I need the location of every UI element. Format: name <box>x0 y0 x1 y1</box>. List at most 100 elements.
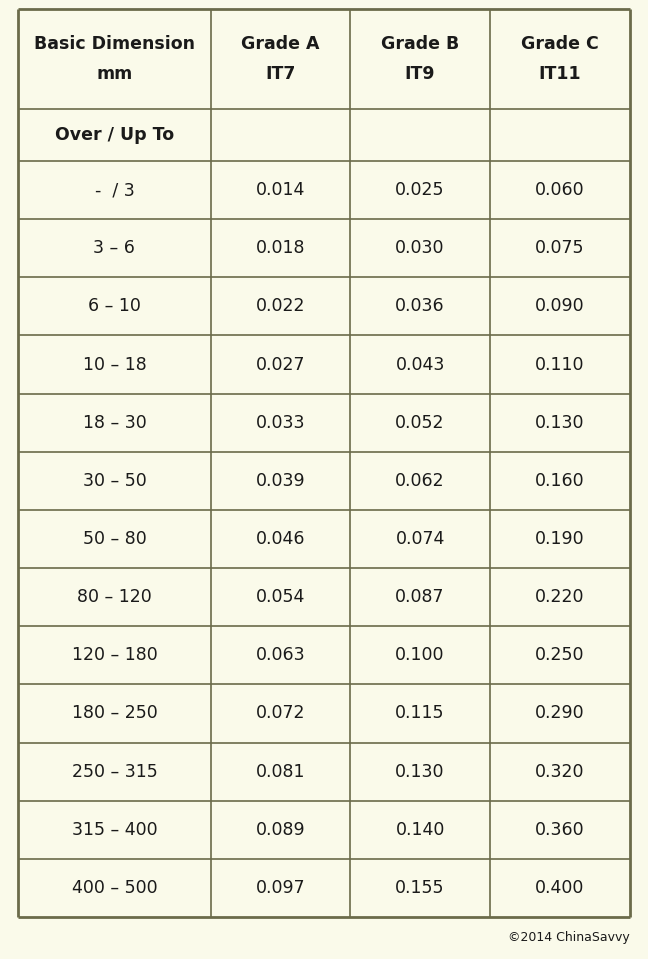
Text: 0.140: 0.140 <box>395 821 445 839</box>
Bar <box>490 220 630 277</box>
Bar <box>490 109 630 161</box>
Text: 0.060: 0.060 <box>535 181 584 199</box>
Bar <box>351 568 490 626</box>
Text: 0.014: 0.014 <box>256 181 305 199</box>
Text: 0.062: 0.062 <box>395 472 445 490</box>
Bar <box>211 452 351 510</box>
Text: 0.089: 0.089 <box>256 821 305 839</box>
Text: 0.030: 0.030 <box>395 239 445 257</box>
Text: 6 – 10: 6 – 10 <box>88 297 141 316</box>
Bar <box>18 510 211 568</box>
Text: 0.033: 0.033 <box>256 413 305 432</box>
Text: 10 – 18: 10 – 18 <box>82 356 146 374</box>
Text: 0.400: 0.400 <box>535 878 584 897</box>
Text: 0.039: 0.039 <box>256 472 305 490</box>
Text: 0.100: 0.100 <box>395 646 445 665</box>
Text: Grade C
IT11: Grade C IT11 <box>521 35 599 82</box>
Text: 0.097: 0.097 <box>256 878 305 897</box>
Text: 0.054: 0.054 <box>256 588 305 606</box>
Bar <box>211 685 351 742</box>
Text: 3 – 6: 3 – 6 <box>93 239 135 257</box>
Text: Basic Dimension
mm: Basic Dimension mm <box>34 35 195 82</box>
Bar <box>351 452 490 510</box>
Text: 0.250: 0.250 <box>535 646 584 665</box>
Bar <box>18 685 211 742</box>
Text: 0.074: 0.074 <box>395 530 445 548</box>
Bar <box>18 9 211 109</box>
Bar <box>211 109 351 161</box>
Text: -  / 3: - / 3 <box>95 181 134 199</box>
Text: 0.360: 0.360 <box>535 821 584 839</box>
Bar <box>211 9 351 109</box>
Bar <box>351 336 490 393</box>
Bar <box>18 277 211 336</box>
Bar <box>18 859 211 917</box>
Bar <box>490 742 630 801</box>
Text: 315 – 400: 315 – 400 <box>71 821 157 839</box>
Bar <box>490 626 630 685</box>
Bar <box>351 277 490 336</box>
Bar <box>351 109 490 161</box>
Text: Over / Up To: Over / Up To <box>55 126 174 144</box>
Bar <box>18 109 211 161</box>
Bar <box>211 801 351 859</box>
Text: 0.115: 0.115 <box>395 705 445 722</box>
Bar <box>18 626 211 685</box>
Text: 0.130: 0.130 <box>535 413 584 432</box>
Bar <box>351 626 490 685</box>
Bar <box>18 452 211 510</box>
Text: 0.043: 0.043 <box>395 356 445 374</box>
Bar <box>351 393 490 452</box>
Text: 0.022: 0.022 <box>256 297 305 316</box>
Text: Grade B
IT9: Grade B IT9 <box>381 35 459 82</box>
Text: 0.052: 0.052 <box>395 413 445 432</box>
Text: 250 – 315: 250 – 315 <box>71 762 157 781</box>
Bar <box>490 568 630 626</box>
Text: 0.220: 0.220 <box>535 588 584 606</box>
Text: 0.110: 0.110 <box>535 356 584 374</box>
Text: 0.320: 0.320 <box>535 762 584 781</box>
Text: 0.063: 0.063 <box>256 646 305 665</box>
Bar <box>490 9 630 109</box>
Bar <box>18 742 211 801</box>
Text: 0.036: 0.036 <box>395 297 445 316</box>
Text: 0.075: 0.075 <box>535 239 584 257</box>
Text: 180 – 250: 180 – 250 <box>71 705 157 722</box>
Text: 0.130: 0.130 <box>395 762 445 781</box>
Bar <box>490 859 630 917</box>
Text: 0.027: 0.027 <box>256 356 305 374</box>
Bar <box>351 161 490 220</box>
Text: 120 – 180: 120 – 180 <box>71 646 157 665</box>
Bar <box>351 9 490 109</box>
Bar <box>211 336 351 393</box>
Bar <box>211 510 351 568</box>
Text: 0.081: 0.081 <box>256 762 305 781</box>
Bar <box>490 277 630 336</box>
Bar <box>351 859 490 917</box>
Bar <box>211 626 351 685</box>
Bar <box>211 393 351 452</box>
Text: 0.290: 0.290 <box>535 705 584 722</box>
Bar <box>18 393 211 452</box>
Text: Grade A
IT7: Grade A IT7 <box>241 35 320 82</box>
Text: 30 – 50: 30 – 50 <box>82 472 146 490</box>
Text: 80 – 120: 80 – 120 <box>77 588 152 606</box>
Bar <box>490 510 630 568</box>
Bar <box>211 859 351 917</box>
Bar <box>211 220 351 277</box>
Bar <box>351 220 490 277</box>
Bar <box>18 568 211 626</box>
Bar <box>18 336 211 393</box>
Bar <box>490 393 630 452</box>
Bar <box>351 742 490 801</box>
Text: 0.160: 0.160 <box>535 472 584 490</box>
Text: 0.190: 0.190 <box>535 530 584 548</box>
Bar <box>490 801 630 859</box>
Bar <box>351 801 490 859</box>
Bar <box>490 336 630 393</box>
Text: 0.018: 0.018 <box>256 239 305 257</box>
Bar <box>490 685 630 742</box>
Text: 0.046: 0.046 <box>256 530 305 548</box>
Bar <box>211 277 351 336</box>
Text: 0.072: 0.072 <box>256 705 305 722</box>
